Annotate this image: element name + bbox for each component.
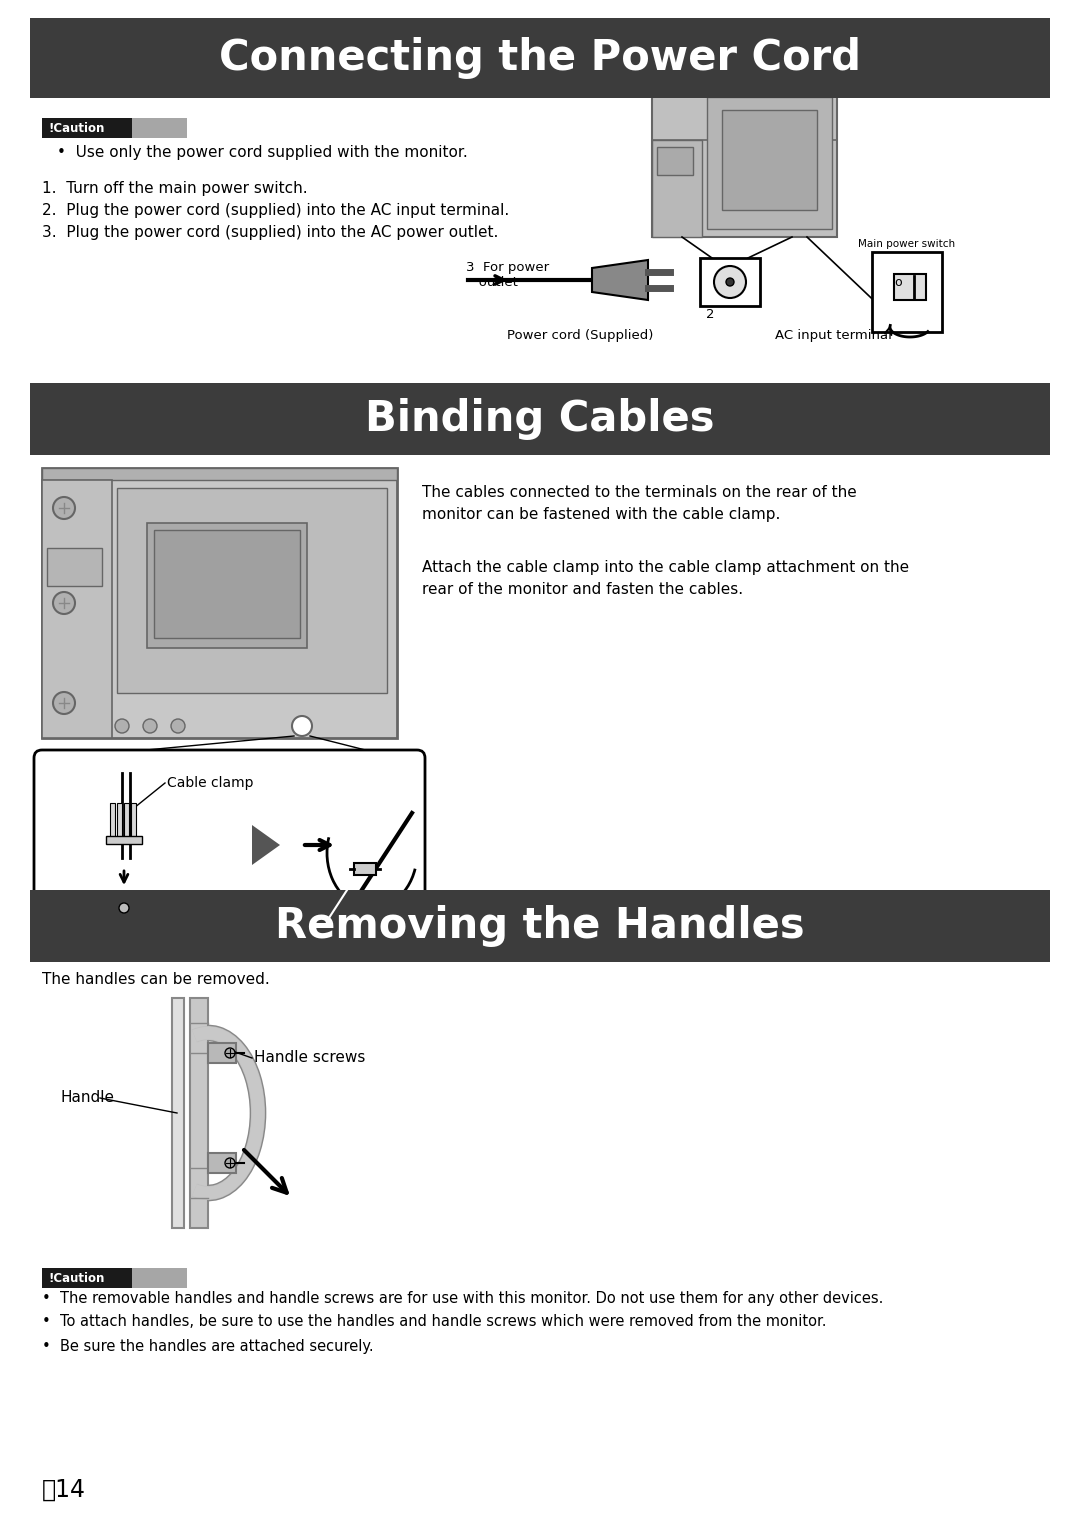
Bar	[147, 524, 307, 647]
Circle shape	[143, 719, 157, 733]
Text: 3  For power: 3 For power	[465, 261, 549, 275]
Text: o: o	[894, 275, 902, 289]
Text: Removing the Handles: Removing the Handles	[275, 906, 805, 947]
Circle shape	[171, 719, 185, 733]
Bar	[700, 258, 760, 305]
Text: Power cord (Supplied): Power cord (Supplied)	[507, 328, 653, 342]
Bar	[190, 999, 208, 1228]
Ellipse shape	[96, 901, 151, 915]
Text: Handle screws: Handle screws	[254, 1051, 365, 1066]
Circle shape	[714, 266, 746, 298]
Text: Main power switch: Main power switch	[859, 240, 956, 249]
Text: ⓐ14: ⓐ14	[42, 1478, 86, 1503]
Bar	[117, 803, 122, 841]
Bar	[42, 1267, 132, 1287]
Text: The cables connected to the terminals on the rear of the
monitor can be fastened: The cables connected to the terminals on…	[422, 486, 856, 522]
Bar	[172, 999, 184, 1228]
Circle shape	[726, 278, 734, 286]
Circle shape	[292, 716, 312, 736]
Circle shape	[114, 719, 129, 733]
Bar	[894, 273, 926, 299]
Text: !Caution: !Caution	[48, 122, 105, 134]
Circle shape	[225, 1048, 235, 1058]
Bar	[657, 147, 693, 176]
Bar	[106, 835, 141, 844]
Text: 1.  Turn off the main power switch.: 1. Turn off the main power switch.	[42, 180, 308, 195]
Polygon shape	[252, 825, 280, 864]
Bar	[132, 118, 187, 137]
Bar	[208, 1043, 237, 1063]
Bar	[652, 140, 702, 237]
Circle shape	[53, 692, 75, 715]
Text: Cable: Cable	[322, 916, 362, 930]
Bar	[132, 1267, 187, 1287]
Text: AC input terminal: AC input terminal	[775, 328, 892, 342]
Bar	[30, 18, 1050, 98]
Text: 2.  Plug the power cord (supplied) into the AC input terminal.: 2. Plug the power cord (supplied) into t…	[42, 203, 510, 217]
Bar	[707, 98, 832, 229]
Text: 2: 2	[705, 308, 714, 322]
Text: 3.  Plug the power cord (supplied) into the AC power outlet.: 3. Plug the power cord (supplied) into t…	[42, 224, 498, 240]
Bar	[131, 803, 136, 841]
Bar	[30, 890, 1050, 962]
Text: Connecting the Power Cord: Connecting the Power Cord	[219, 37, 861, 79]
Circle shape	[225, 1157, 235, 1168]
Bar	[154, 530, 300, 638]
Text: !Caution: !Caution	[48, 1272, 105, 1284]
Bar	[48, 548, 102, 586]
Text: •  To attach handles, be sure to use the handles and handle screws which were re: • To attach handles, be sure to use the …	[42, 1315, 826, 1330]
Text: 1: 1	[878, 260, 887, 273]
Polygon shape	[592, 260, 648, 299]
Text: •  Use only the power cord supplied with the monitor.: • Use only the power cord supplied with …	[57, 145, 468, 160]
Text: •  The removable handles and handle screws are for use with this monitor. Do not: • The removable handles and handle screw…	[42, 1290, 883, 1306]
Circle shape	[53, 496, 75, 519]
Text: •  Be sure the handles are attached securely.: • Be sure the handles are attached secur…	[42, 1339, 374, 1353]
Circle shape	[53, 592, 75, 614]
Text: The handles can be removed.: The handles can be removed.	[42, 973, 270, 988]
Bar	[652, 92, 837, 237]
FancyBboxPatch shape	[33, 750, 426, 941]
Bar	[872, 252, 942, 331]
Text: attachment: attachment	[52, 928, 133, 944]
Bar	[42, 467, 397, 479]
Text: Attach the cable clamp into the cable clamp attachment on the
rear of the monito: Attach the cable clamp into the cable cl…	[422, 560, 909, 597]
Bar	[42, 118, 132, 137]
Bar	[124, 803, 129, 841]
Bar	[354, 863, 376, 875]
Bar	[208, 1153, 237, 1173]
Bar	[42, 479, 112, 738]
Bar	[30, 383, 1050, 455]
Text: Cable clamp: Cable clamp	[52, 916, 138, 930]
Bar	[110, 803, 114, 841]
Bar	[723, 110, 816, 211]
Text: Handle: Handle	[60, 1090, 114, 1106]
Bar	[42, 467, 397, 738]
Circle shape	[119, 902, 129, 913]
Text: Binding Cables: Binding Cables	[365, 399, 715, 440]
Text: outlet: outlet	[465, 275, 518, 289]
Text: Cable clamp: Cable clamp	[167, 776, 254, 789]
Bar	[117, 489, 387, 693]
